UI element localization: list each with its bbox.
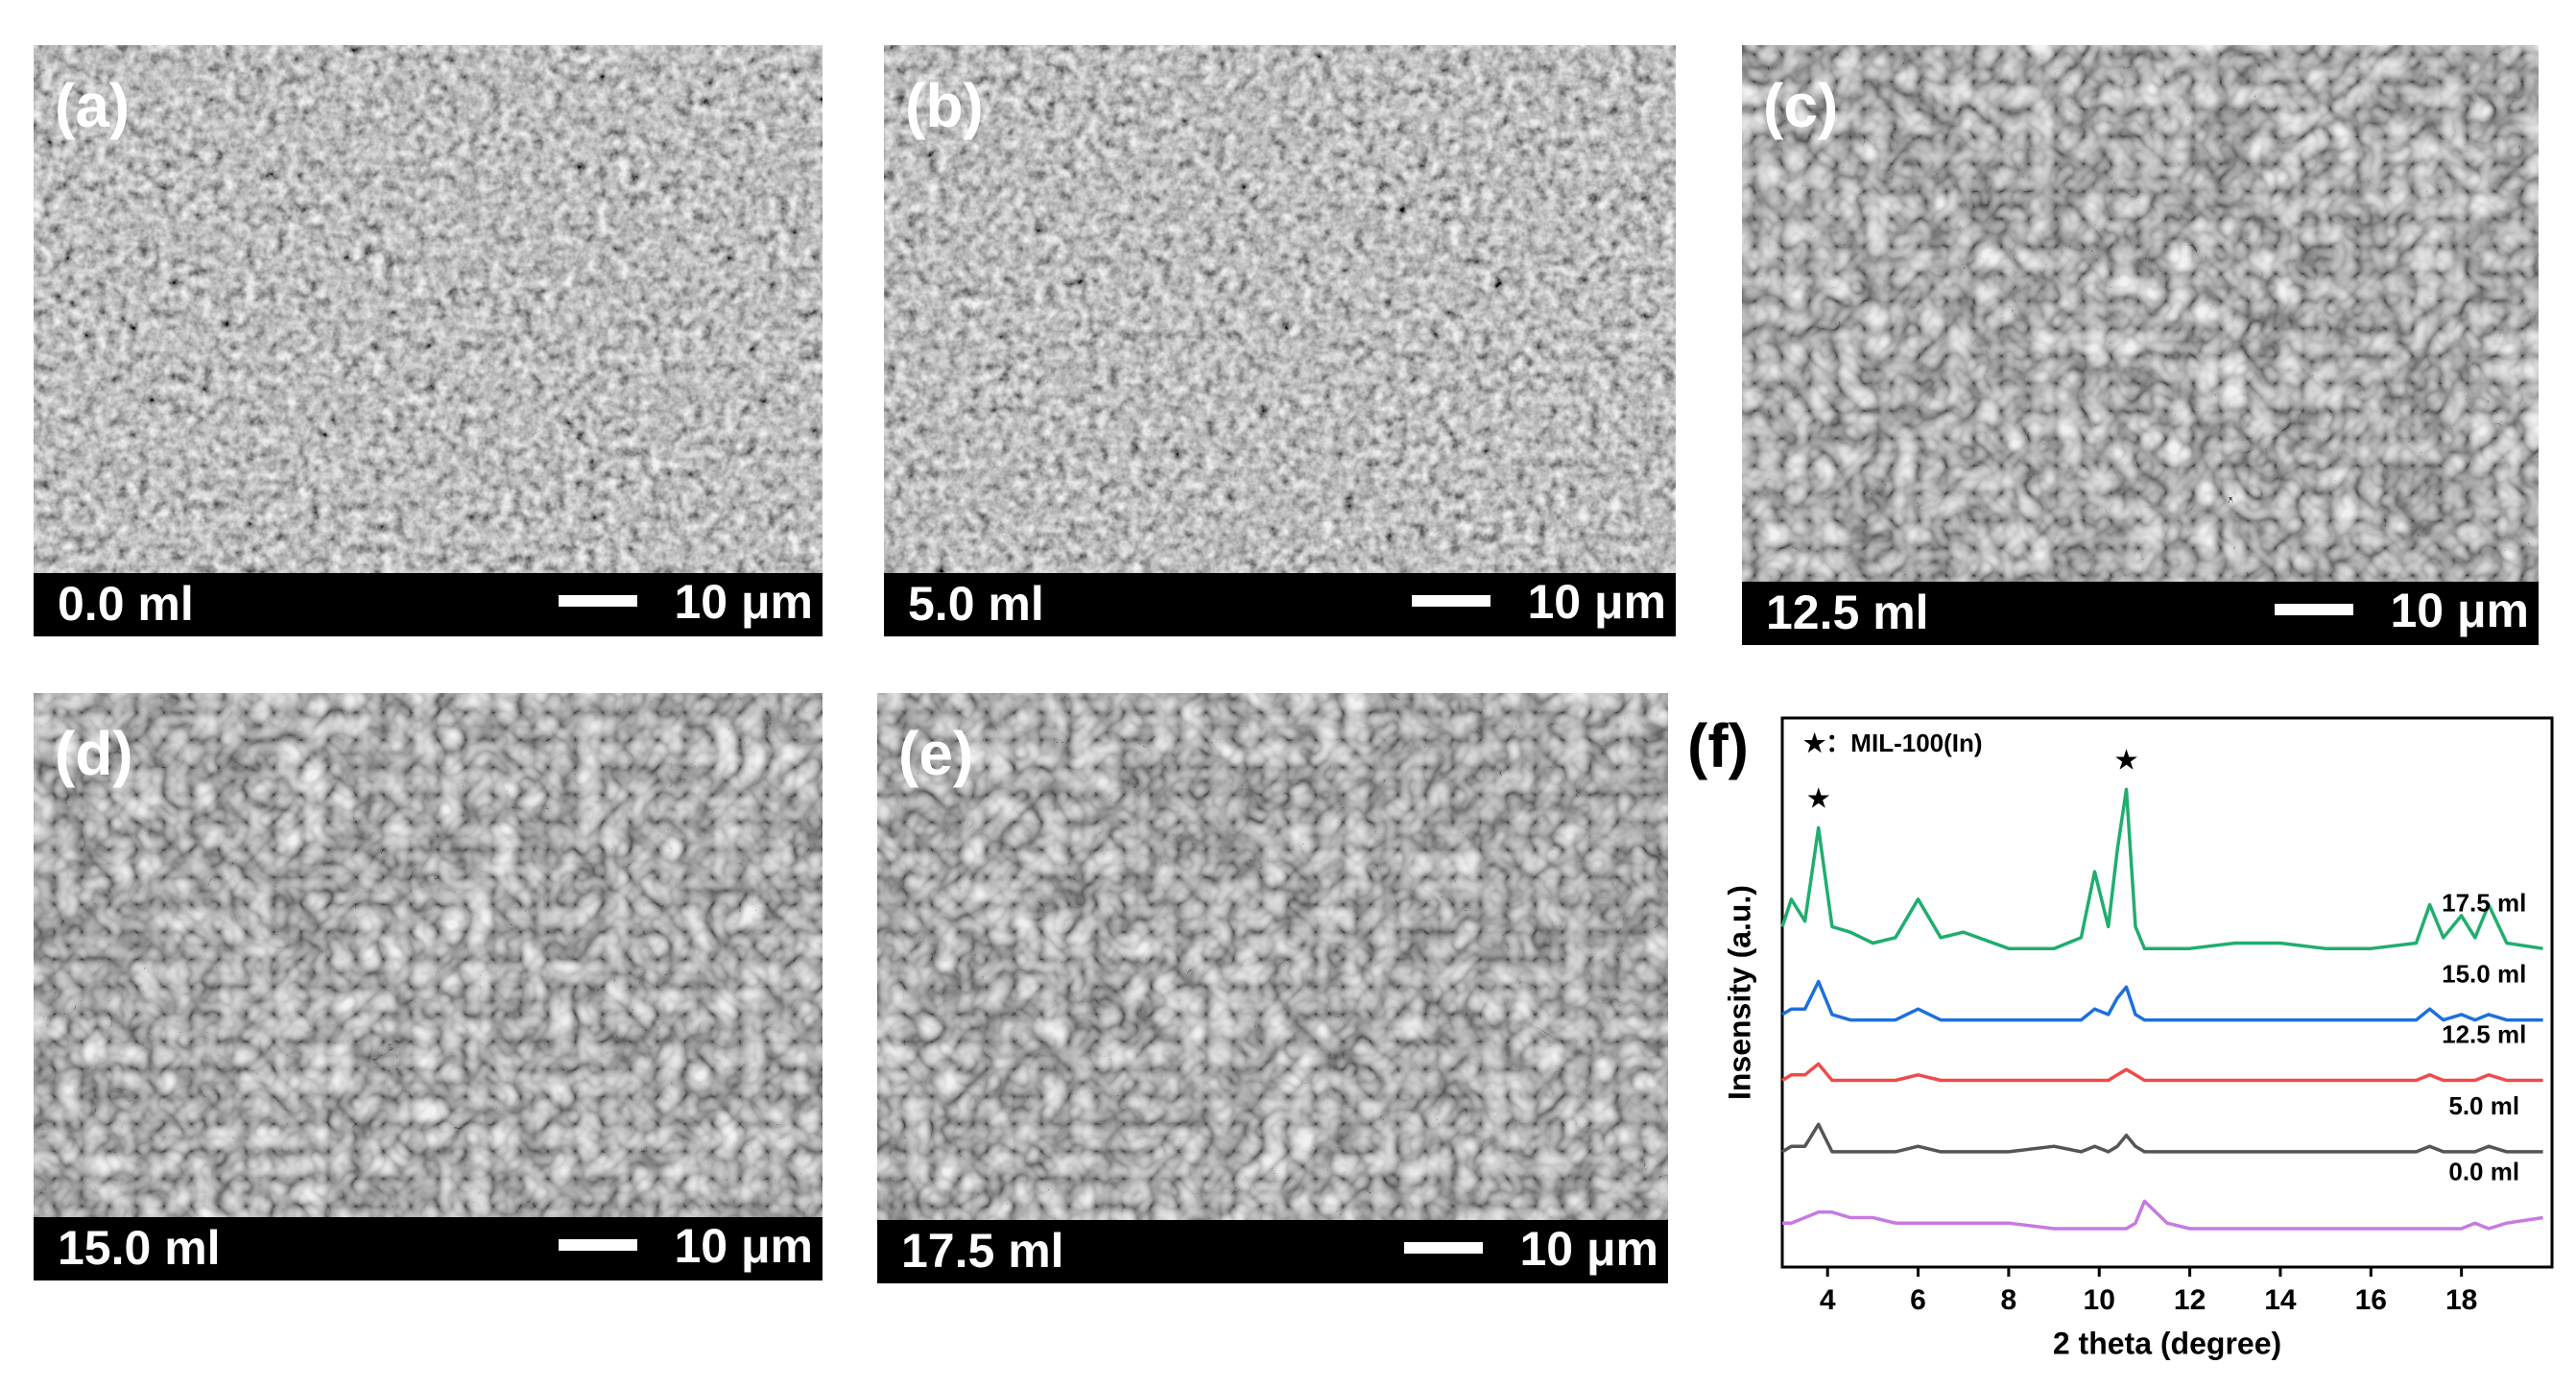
volume-label: 0.0 ml: [58, 577, 194, 631]
series-label: 15.0 ml: [2442, 960, 2526, 989]
x-tick-label: 12: [2174, 1284, 2206, 1316]
series-label: 5.0 ml: [2448, 1091, 2519, 1120]
series-line: [1780, 787, 2543, 950]
x-tick-label: 8: [2001, 1284, 2017, 1316]
y-axis-title: Insensity (a.u.): [1722, 885, 1756, 1100]
x-axis-title: 2 theta (degree): [2053, 1326, 2281, 1360]
series-label: 0.0 ml: [2448, 1158, 2519, 1186]
volume-label: 17.5 ml: [901, 1224, 1064, 1278]
x-tick-label: 14: [2264, 1284, 2297, 1316]
info-bar: [34, 573, 823, 636]
panel-label: (f): [1687, 711, 1749, 780]
volume-label: 12.5 ml: [1766, 586, 1929, 639]
x-tick-label: 18: [2445, 1284, 2477, 1316]
info-bar: [877, 1220, 1668, 1283]
plot-frame: [1780, 716, 2554, 1269]
series-line: [1781, 1062, 2543, 1083]
volume-label: 15.0 ml: [58, 1221, 221, 1275]
sem-texture: [877, 693, 1668, 1220]
scale-label: 10 μm: [1527, 575, 1666, 629]
sem-texture: [1742, 45, 2539, 582]
panel-label: (d): [55, 719, 133, 788]
panel-label: (c): [1763, 71, 1838, 140]
series-label: 17.5 ml: [2442, 888, 2526, 917]
x-tick-label: 10: [2084, 1284, 2115, 1316]
info-bar: [884, 573, 1676, 636]
x-tick-label: 6: [1910, 1284, 1926, 1316]
series-label: 12.5 ml: [2442, 1020, 2526, 1049]
panel-label: (e): [898, 719, 973, 788]
legend-note: ★：MIL-100(In): [1803, 729, 1983, 757]
peak-marker: ★: [2115, 746, 2138, 775]
series-line: [1781, 979, 2543, 1022]
scale-label: 10 μm: [2390, 584, 2529, 637]
series-line: [1781, 1122, 2543, 1154]
info-bar: [34, 1217, 823, 1280]
volume-label: 5.0 ml: [908, 577, 1044, 631]
sem-texture: [884, 45, 1676, 573]
panel-label: (a): [55, 71, 130, 140]
scale-label: 10 μm: [1519, 1222, 1658, 1276]
info-bar: [1742, 582, 2539, 645]
scale-label: 10 μm: [674, 1219, 813, 1273]
sem-texture: [34, 693, 823, 1217]
peak-marker: ★: [1807, 784, 1830, 813]
x-tick-label: 16: [2355, 1284, 2387, 1316]
panel-label: (b): [905, 71, 984, 140]
series-line: [1782, 1199, 2543, 1231]
sem-texture: [34, 45, 823, 573]
scale-label: 10 μm: [674, 575, 813, 629]
x-tick-label: 4: [1820, 1284, 1836, 1316]
